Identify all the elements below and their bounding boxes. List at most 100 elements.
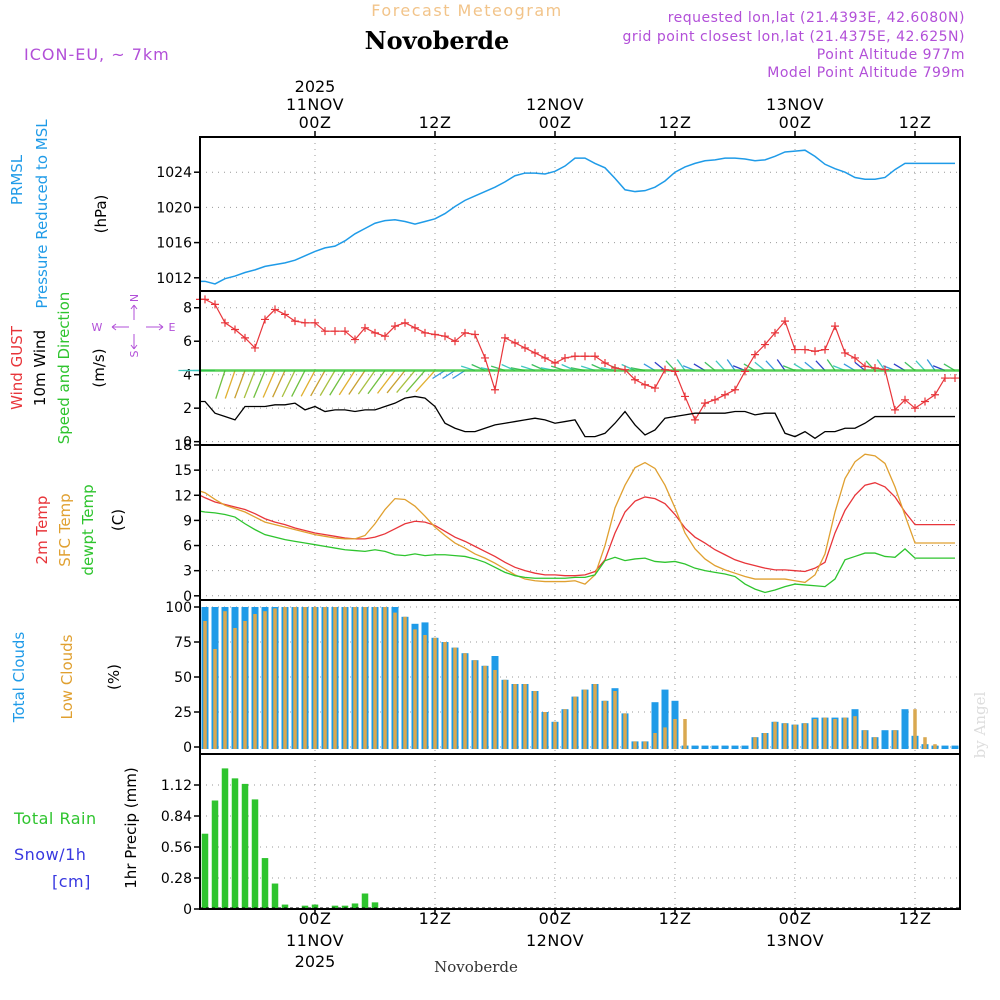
- low-cloud-bar: [913, 709, 917, 749]
- wind-arrow: [754, 361, 766, 372]
- low-cloud-bar: [483, 665, 487, 749]
- wind-unit: (m/s): [90, 348, 108, 387]
- wind-label: 10m Wind: [31, 330, 49, 406]
- wind-arrow: [926, 359, 936, 371]
- gust-point: [761, 340, 769, 349]
- pressure-unit: (hPa): [92, 195, 110, 234]
- top-time-label: 12Z: [419, 113, 452, 132]
- gust-point: [661, 365, 669, 374]
- low-cloud-bar: [353, 607, 357, 749]
- wind-arrow: [415, 370, 436, 393]
- low-cloud-bar: [333, 607, 337, 749]
- gust-point: [451, 337, 459, 346]
- gust-point: [791, 345, 799, 354]
- wind-arrow: [715, 360, 726, 371]
- low-cloud-bar: [583, 689, 587, 749]
- t2m-label: 2m Temp: [33, 496, 51, 565]
- wind-arrow: [234, 370, 246, 399]
- gust-point: [911, 404, 919, 413]
- gust-point: [301, 318, 309, 327]
- low-cloud-bar: [603, 700, 607, 749]
- bottom-time-label: 12Z: [419, 909, 452, 928]
- bottom-time-label: 00Z: [299, 909, 332, 928]
- rain-bar: [201, 833, 209, 909]
- wind-arrow: [452, 369, 466, 380]
- total-cloud-bar: [711, 745, 719, 749]
- gust-point: [401, 318, 409, 327]
- rain-bar: [351, 903, 359, 909]
- footer-location: Novoberde: [434, 958, 518, 976]
- gust-point: [391, 322, 399, 331]
- bottom-time-axis: 00Z 11NOV 12Z 00Z 12NOV 12Z 00Z 13NOV 12Z 2025: [286, 909, 931, 971]
- temp-unit: (C): [109, 509, 127, 531]
- wind-arrow: [432, 369, 446, 380]
- low-cloud-bar: [623, 713, 627, 749]
- top-time-label: 00Z: [299, 113, 332, 132]
- total-cloud-bar: [721, 745, 729, 749]
- gust-point: [541, 353, 549, 362]
- bottom-time-label: 00Z: [539, 909, 572, 928]
- pressure-line: [200, 149, 955, 285]
- total-cloud-bar: [701, 745, 709, 749]
- gust-point: [211, 300, 219, 309]
- gust-point: [881, 365, 889, 374]
- gust-point: [771, 328, 779, 337]
- rain-bar: [361, 893, 369, 909]
- bottom-time-label: 12Z: [899, 909, 932, 928]
- wind-arrow: [291, 370, 306, 397]
- y-tick-label: 0: [183, 435, 192, 451]
- y-tick-label: 0.28: [161, 871, 192, 887]
- rain-bar: [231, 778, 239, 909]
- gust-point: [601, 358, 609, 367]
- gust-point: [651, 384, 659, 393]
- low-cloud-bar: [233, 628, 237, 749]
- gust-point: [941, 374, 949, 383]
- total-cloud-bar: [721, 748, 729, 749]
- low-cloud-bar: [293, 607, 297, 749]
- bottom-year-label: 2025: [295, 952, 336, 971]
- gust-point: [681, 392, 689, 401]
- product-title: Forecast Meteogram: [371, 1, 562, 20]
- gust-point: [741, 367, 749, 376]
- wind-arrow: [300, 370, 316, 397]
- gust-point: [731, 385, 739, 394]
- panel-wind: 0 2 4 6 8: [178, 290, 961, 451]
- gust-point: [901, 395, 909, 404]
- gust-point: [921, 397, 929, 406]
- gust-point: [291, 317, 299, 326]
- y-tick-label: 6: [183, 539, 192, 555]
- total-cloud-bar: [691, 748, 699, 749]
- wind-arrow: [865, 360, 876, 371]
- gust-point: [631, 375, 639, 384]
- wind-arrow: [726, 359, 736, 371]
- low-cloud-bar: [253, 614, 257, 749]
- wind-arrow: [442, 369, 456, 380]
- wind-arrow: [815, 360, 826, 371]
- compass-north: N: [128, 294, 141, 302]
- low-cloud-bar: [773, 721, 777, 749]
- location-title: Novoberde: [365, 26, 510, 55]
- gust-point: [251, 343, 259, 352]
- wind-arrow: [405, 370, 426, 393]
- y-tick-label: 0: [183, 902, 192, 918]
- top-year-label: 2025: [295, 77, 336, 96]
- wind-arrow: [329, 370, 346, 396]
- gust-point: [331, 327, 339, 336]
- total-cloud-bar: [701, 748, 709, 749]
- total-cloud-bar: [741, 745, 749, 749]
- y-tick-label: 1016: [156, 236, 192, 252]
- low-cloud-bar: [443, 642, 447, 749]
- low-cloud-bar: [413, 629, 417, 749]
- low-cloud-bar: [613, 691, 617, 749]
- gust-point: [221, 318, 229, 327]
- low-cloud-bar: [383, 607, 387, 749]
- dew-label: dewpt Temp: [79, 484, 97, 575]
- low-cloud-bar: [783, 723, 787, 749]
- bottom-date-label: 12NOV: [526, 931, 584, 950]
- y-tick-label: 9: [183, 513, 192, 529]
- bottom-time-label: 00Z: [779, 909, 812, 928]
- t2m-line: [199, 482, 955, 577]
- rain-bar: [301, 905, 309, 909]
